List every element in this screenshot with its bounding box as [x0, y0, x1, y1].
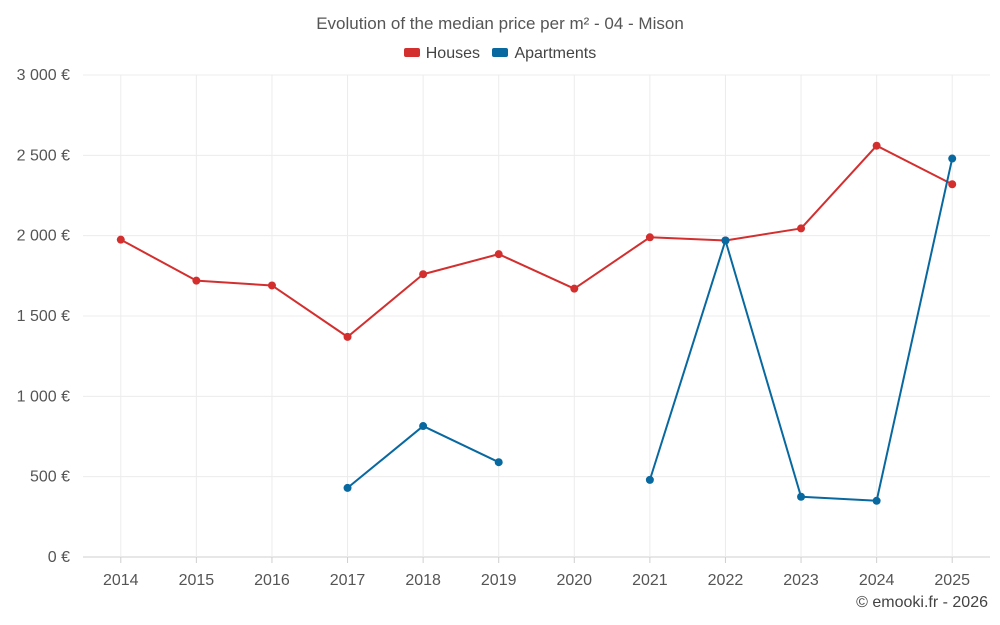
y-tick-label: 1 500 €	[17, 308, 70, 325]
data-point-apartments-2017	[343, 483, 352, 492]
x-tick-label: 2024	[859, 572, 895, 589]
y-tick-label: 0 €	[48, 549, 70, 566]
chart-legend: Houses Apartments	[0, 45, 1000, 63]
y-tick-label: 500 €	[30, 469, 70, 486]
x-tick-label: 2022	[708, 572, 744, 589]
data-point-apartments-2025	[948, 154, 957, 163]
data-point-apartments-2018	[419, 422, 428, 431]
legend-swatch-houses	[403, 48, 420, 58]
legend-item-houses[interactable]: Houses	[403, 45, 480, 63]
x-tick-label: 2017	[330, 572, 366, 589]
data-point-houses-2014	[116, 235, 125, 244]
y-tick-label: 3 000 €	[17, 67, 70, 84]
data-point-houses-2025	[948, 180, 957, 189]
legend-label-apartments: Apartments	[514, 45, 597, 62]
y-tick-label: 2 000 €	[17, 228, 70, 245]
copyright-credit: © emooki.fr - 2026	[856, 594, 988, 611]
legend-item-apartments[interactable]: Apartments	[492, 45, 596, 63]
chart-title: Evolution of the median price per m² - 0…	[316, 14, 684, 33]
data-point-houses-2015	[192, 276, 201, 285]
y-tick-label: 1 000 €	[17, 388, 70, 405]
data-point-houses-2020	[570, 284, 579, 293]
data-point-apartments-2022	[721, 236, 730, 245]
x-tick-label: 2014	[103, 572, 139, 589]
x-tick-label: 2021	[632, 572, 668, 589]
data-point-apartments-2023	[797, 492, 806, 501]
data-point-houses-2018	[419, 270, 428, 279]
x-tick-label: 2019	[481, 572, 517, 589]
x-tick-label: 2020	[556, 572, 592, 589]
x-tick-label: 2016	[254, 572, 290, 589]
data-point-apartments-2024	[872, 496, 881, 505]
x-tick-label: 2023	[783, 572, 819, 589]
data-point-apartments-2021	[645, 475, 654, 484]
x-tick-label: 2018	[405, 572, 441, 589]
data-point-apartments-2019	[494, 458, 503, 467]
legend-label-houses: Houses	[425, 45, 480, 62]
data-point-houses-2024	[872, 141, 881, 150]
x-tick-label: 2015	[179, 572, 215, 589]
x-tick-label: 2025	[934, 572, 970, 589]
legend-swatch-apartments	[492, 48, 509, 58]
data-point-houses-2021	[645, 233, 654, 242]
series-line-houses	[120, 144, 953, 338]
data-point-houses-2017	[343, 332, 352, 341]
y-tick-label: 2 500 €	[17, 147, 70, 164]
data-point-houses-2019	[494, 250, 503, 259]
data-point-houses-2016	[267, 281, 276, 290]
data-point-houses-2023	[797, 224, 806, 233]
